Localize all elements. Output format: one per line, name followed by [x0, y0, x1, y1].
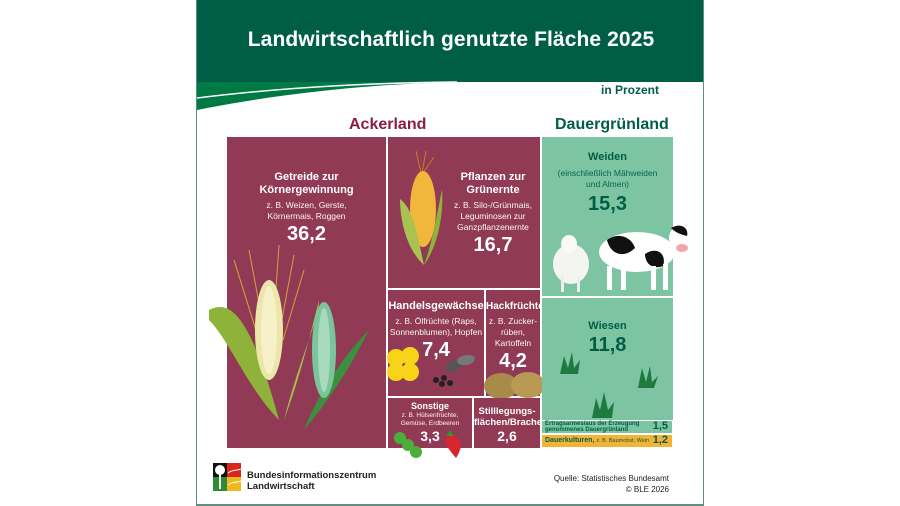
box-value: 7,4 — [422, 339, 450, 361]
section-dauergruenland: Dauergrünland — [555, 116, 669, 133]
box-title: Getreide zur — [274, 171, 339, 183]
corn-icon — [400, 150, 443, 265]
box-title: Wiesen — [588, 320, 627, 332]
box-subtitle: Gemüse, Erdbeeren — [400, 420, 460, 427]
box-subtitle: Ganzpflanzenernte — [457, 222, 529, 232]
box-wiesen: Wiesen 11,8 — [542, 298, 673, 420]
strip-label: Dauerkulturen, — [545, 437, 595, 444]
box-title: Stilllegungs- — [478, 406, 536, 417]
box-title: Körnergewinnung — [259, 184, 354, 196]
header-band: Landwirtschaftlich genutzte Fläche 2025 — [197, 0, 703, 82]
peas-strawberry-icon — [394, 430, 461, 458]
box-title: Grünernte — [466, 184, 520, 196]
box-sonstige: Sonstige z. B. Hülsenfrüchte, Gemüse, Er… — [388, 398, 472, 448]
box-value: 3,3 — [420, 428, 440, 444]
org-name-line: Landwirtschaft — [247, 481, 315, 492]
strip-sub: z. B. Baumobst, Wein — [596, 438, 650, 444]
box-title: Sonstige — [410, 401, 449, 411]
box-subtitle: Kartoffeln — [494, 338, 532, 348]
box-title: Pflanzen zur — [460, 171, 526, 183]
copyright-text: © BLE 2026 — [625, 485, 669, 494]
strip-value: 1,2 — [652, 434, 668, 446]
sheep-cow-icon — [553, 225, 689, 292]
source-text: Quelle: Statistisches Bundesamt — [553, 474, 669, 483]
box-value: 36,2 — [287, 223, 326, 245]
box-subtitle: rüben, — [500, 327, 526, 337]
org-name: Bundesinformationszentrum Landwirtschaft — [247, 470, 376, 492]
swoosh-decoration — [197, 70, 703, 110]
infographic: Landwirtschaftlich genutzte Fläche 2025 … — [196, 0, 704, 506]
rapeseed-sunflower-seeds-icon — [387, 347, 475, 387]
potato-icon — [484, 372, 545, 399]
unit-label: in Prozent — [600, 83, 659, 97]
box-value: 11,8 — [588, 334, 627, 356]
box-subtitle: z. B. Weizen, Gerste, — [266, 200, 347, 210]
box-stilllegung: Stilllegungs- flächen/Brache 2,6 — [474, 398, 543, 448]
box-value: 4,2 — [499, 350, 527, 372]
box-title: flächen/Brache — [474, 417, 543, 428]
page-title: Landwirtschaftlich genutzte Fläche 2025 — [247, 28, 655, 51]
box-value: 16,7 — [473, 234, 513, 256]
box-title: Weiden — [588, 151, 627, 163]
box-dauerkulturen: Dauerkulturen, z. B. Baumobst, Wein 1,2 — [542, 434, 672, 447]
box-subtitle: z. B. Hülsenfrüchte, — [401, 412, 459, 419]
strip-line: Ertragsarmes/aus der Erzeugung — [545, 421, 640, 427]
ble-logo-icon — [213, 463, 241, 491]
box-title: Hackfrüchte — [486, 301, 544, 312]
box-handelsgewaechse: Handelsgewächse z. B. Ölfrüchte (Raps, S… — [387, 290, 484, 396]
box-subtitle: z. B. Silo-/Grünmais, — [454, 200, 532, 210]
box-getreide: Getreide zur Körnergewinnung z. B. Weize… — [227, 137, 386, 448]
box-subtitle: Sonnenblumen), Hopfen — [389, 327, 483, 337]
box-subtitle: z. B. Zucker- — [488, 316, 538, 326]
box-subtitle: und Almen) — [586, 179, 629, 189]
wheat-icon — [209, 244, 369, 430]
box-gruenernte: Pflanzen zur Grünernte z. B. Silo-/Grünm… — [388, 137, 540, 288]
box-subtitle: (einschließlich Mähweiden — [557, 168, 658, 178]
box-value: 15,3 — [588, 193, 627, 215]
box-subtitle: Leguminosen zur — [460, 211, 526, 221]
box-subtitle: z. B. Ölfrüchte (Raps, — [395, 316, 477, 326]
source-note: Quelle: Statistisches Bundesamt © BLE 20… — [554, 473, 669, 495]
strip-value: 1,5 — [652, 420, 668, 432]
section-ackerland: Ackerland — [349, 116, 427, 133]
box-value: 2,6 — [497, 428, 517, 444]
strip-line: genommenes Dauergrünland — [545, 427, 629, 433]
box-subtitle: Körnermais, Roggen — [267, 211, 346, 221]
org-name-line: Bundesinformationszentrum — [247, 470, 377, 481]
grass-tufts-icon — [560, 352, 658, 418]
box-ertragsarm: Ertragsarmes/aus der Erzeugung genommene… — [542, 420, 672, 433]
box-title: Handelsgewächse — [388, 300, 484, 312]
